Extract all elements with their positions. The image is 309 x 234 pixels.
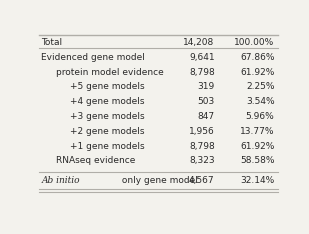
Text: RNAseq evidence: RNAseq evidence (56, 156, 135, 165)
Text: 61.92%: 61.92% (240, 142, 274, 151)
Text: 9,641: 9,641 (189, 53, 215, 62)
Text: +3 gene models: +3 gene models (70, 112, 145, 121)
Text: only gene model: only gene model (119, 176, 197, 185)
Text: 1,956: 1,956 (189, 127, 215, 136)
Text: +1 gene models: +1 gene models (70, 142, 145, 151)
Text: 32.14%: 32.14% (240, 176, 274, 185)
Text: 58.58%: 58.58% (240, 156, 274, 165)
Text: 8,323: 8,323 (189, 156, 215, 165)
Text: +4 gene models: +4 gene models (70, 97, 145, 106)
Text: Evidenced gene model: Evidenced gene model (41, 53, 145, 62)
Text: +5 gene models: +5 gene models (70, 83, 145, 91)
Text: protein model evidence: protein model evidence (56, 68, 164, 77)
Text: 319: 319 (197, 83, 215, 91)
Text: 4,567: 4,567 (189, 176, 215, 185)
Text: 8,798: 8,798 (189, 142, 215, 151)
Text: 503: 503 (197, 97, 215, 106)
Text: 14,208: 14,208 (183, 38, 215, 47)
Text: Ab initio: Ab initio (41, 176, 80, 185)
Text: 61.92%: 61.92% (240, 68, 274, 77)
Text: +2 gene models: +2 gene models (70, 127, 145, 136)
Text: 13.77%: 13.77% (240, 127, 274, 136)
Text: 8,798: 8,798 (189, 68, 215, 77)
Text: 5.96%: 5.96% (246, 112, 274, 121)
Text: 847: 847 (197, 112, 215, 121)
Text: 67.86%: 67.86% (240, 53, 274, 62)
Text: 2.25%: 2.25% (246, 83, 274, 91)
Text: 3.54%: 3.54% (246, 97, 274, 106)
Text: Total: Total (41, 38, 63, 47)
Text: 100.00%: 100.00% (234, 38, 274, 47)
